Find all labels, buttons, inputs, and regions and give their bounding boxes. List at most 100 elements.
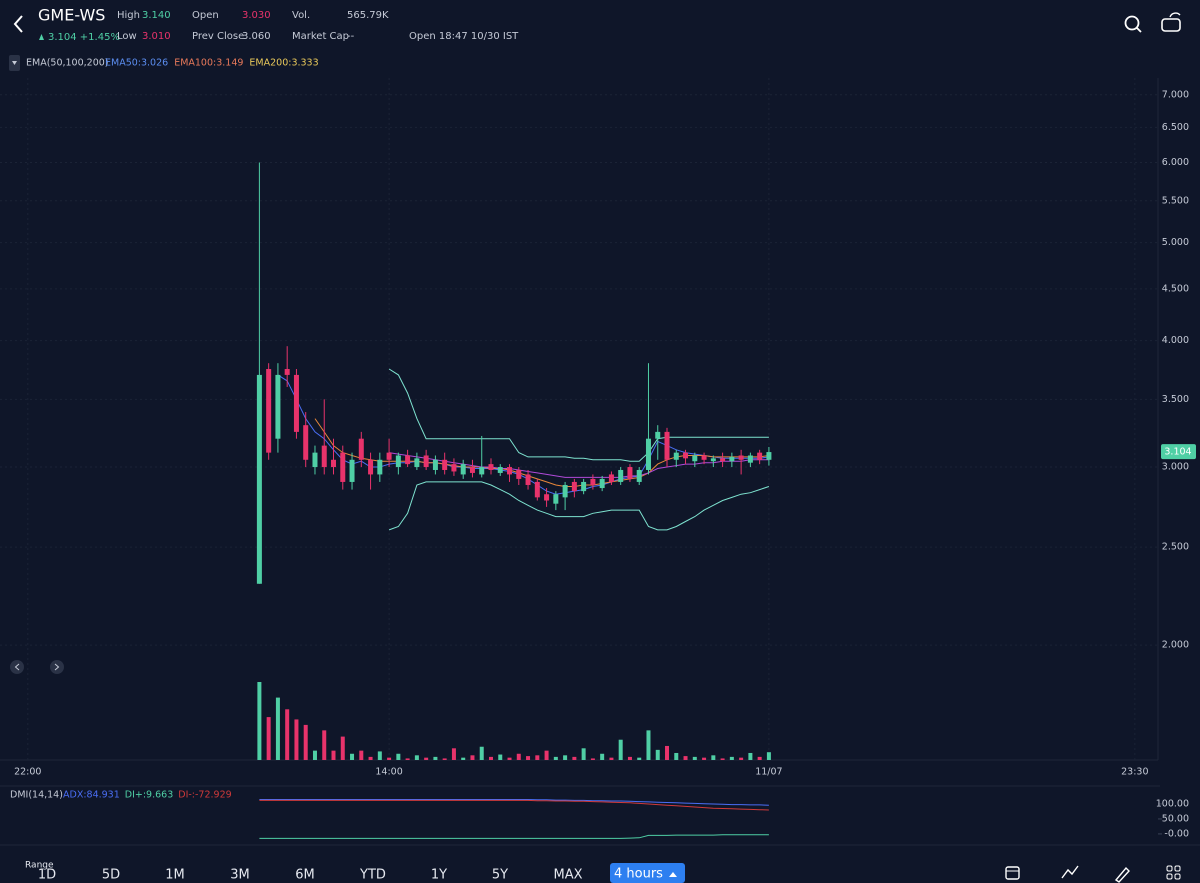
period-button[interactable]: MAX xyxy=(553,868,582,883)
candle-body xyxy=(488,464,494,470)
legend-entry: DI-:-72.929 xyxy=(178,790,231,801)
volume-bar xyxy=(563,755,568,760)
scroll-left[interactable] xyxy=(10,660,24,674)
candle-body xyxy=(729,456,735,462)
y-tick-label: 50.00 xyxy=(1162,813,1189,824)
scroll-right[interactable] xyxy=(50,660,64,674)
candle-body xyxy=(590,478,596,485)
volume-bar xyxy=(637,757,642,760)
candle-body xyxy=(358,438,364,460)
change: 3.104 +1.45% xyxy=(48,32,120,43)
volume-bar xyxy=(303,724,308,760)
period-button[interactable]: 1D xyxy=(38,868,56,883)
x-tick-label: 11/07 xyxy=(755,767,782,778)
volume-bar xyxy=(692,756,697,760)
candle-body xyxy=(256,374,262,584)
y-tick-label: 4.000 xyxy=(1162,335,1189,346)
candle-body xyxy=(516,469,522,479)
y-tick-label: 3.500 xyxy=(1162,394,1189,405)
volume-bar xyxy=(479,746,484,760)
candle-body xyxy=(627,467,633,479)
legend-entry: DI+:9.663 xyxy=(125,790,173,801)
y-tick-label: 5.500 xyxy=(1162,195,1189,206)
candle-body xyxy=(442,459,448,470)
candle-body xyxy=(525,474,531,485)
candle-body xyxy=(738,455,744,460)
period-button[interactable]: YTD xyxy=(359,868,386,883)
volume-bar xyxy=(665,745,670,760)
period-button[interactable]: 6M xyxy=(295,868,315,883)
indicator-button[interactable] xyxy=(1061,865,1079,879)
legend: EMA50:3.026 EMA100:3.149 EMA200:3.333 xyxy=(105,58,319,69)
candle-body xyxy=(414,458,420,468)
candle-body xyxy=(451,464,457,472)
candle-body xyxy=(266,369,272,453)
y-tick-label: 4.500 xyxy=(1162,283,1189,294)
label: Open xyxy=(192,10,219,21)
volume-bar xyxy=(433,756,438,760)
candle-body xyxy=(303,425,309,460)
period-button[interactable]: 5Y xyxy=(492,868,508,883)
interval-button[interactable] xyxy=(610,863,685,883)
y-tick-label: 3.000 xyxy=(1162,462,1189,473)
volume-bar xyxy=(350,753,355,760)
volume-bar xyxy=(702,757,707,760)
rotate-button[interactable] xyxy=(1161,12,1181,32)
volume-bar xyxy=(729,756,734,760)
candle-body xyxy=(720,458,726,462)
candle-body xyxy=(368,459,374,475)
volume-bar xyxy=(655,749,660,760)
candle-body xyxy=(562,484,568,498)
value: 3.010 xyxy=(142,31,171,42)
period-button[interactable]: 5D xyxy=(102,868,120,883)
candle-body xyxy=(293,374,299,432)
y-tick-label: -0.00 xyxy=(1164,828,1189,839)
candle-body xyxy=(534,481,540,498)
y-tick-label: 6.500 xyxy=(1162,122,1189,133)
candle-body xyxy=(469,467,475,473)
period-button[interactable]: 1Y xyxy=(431,868,447,883)
volume-bar xyxy=(498,754,503,760)
volume-bar xyxy=(683,756,688,760)
candle-body xyxy=(618,469,624,482)
calendar-button[interactable] xyxy=(1005,866,1020,880)
volume-bar xyxy=(553,756,558,760)
volume-bar xyxy=(414,755,419,760)
volume-bar xyxy=(609,757,614,760)
label: Market Cap xyxy=(292,31,349,42)
y-tick-label: 2.000 xyxy=(1162,640,1189,651)
back-button[interactable] xyxy=(13,15,23,33)
draw-button[interactable] xyxy=(1114,866,1130,883)
search-button[interactable] xyxy=(1124,15,1142,33)
candle-body xyxy=(507,467,513,475)
price-plot: 7.000 6.500 6.000 5.500 5.000 4.500 4.000 3.500… xyxy=(0,78,1196,778)
dmi-plot: ADX:84.931 DI+:9.663 DI-:-72.929 100.00 50.0… xyxy=(63,790,1189,840)
candle-body xyxy=(636,469,642,482)
volume-bar xyxy=(766,752,771,760)
more-button[interactable] xyxy=(1166,865,1181,880)
label: Prev Close xyxy=(192,31,244,42)
legend-entry: EMA100:3.149 xyxy=(174,58,243,69)
volume-bar xyxy=(340,736,345,760)
candle-body xyxy=(692,455,698,462)
dmi-line xyxy=(259,799,769,811)
volume-bar xyxy=(711,755,716,760)
candle-body xyxy=(312,452,318,468)
legend-entry: EMA200:3.333 xyxy=(249,58,318,69)
legend-entry: ADX:84.931 xyxy=(63,790,120,801)
volume-bar xyxy=(470,755,475,760)
volume-bar xyxy=(600,753,605,760)
volume-bar xyxy=(488,756,493,760)
band-line xyxy=(388,481,770,531)
volume-bar xyxy=(544,750,549,760)
candle-body xyxy=(349,459,355,482)
volume-bar xyxy=(322,730,327,760)
volume-bar xyxy=(618,739,623,760)
period-button[interactable]: 3M xyxy=(230,868,250,883)
y-tick-label: 7.000 xyxy=(1162,89,1189,100)
volume-bar xyxy=(451,748,456,760)
period-button[interactable]: 1M xyxy=(165,868,185,883)
candle-body xyxy=(757,452,763,460)
